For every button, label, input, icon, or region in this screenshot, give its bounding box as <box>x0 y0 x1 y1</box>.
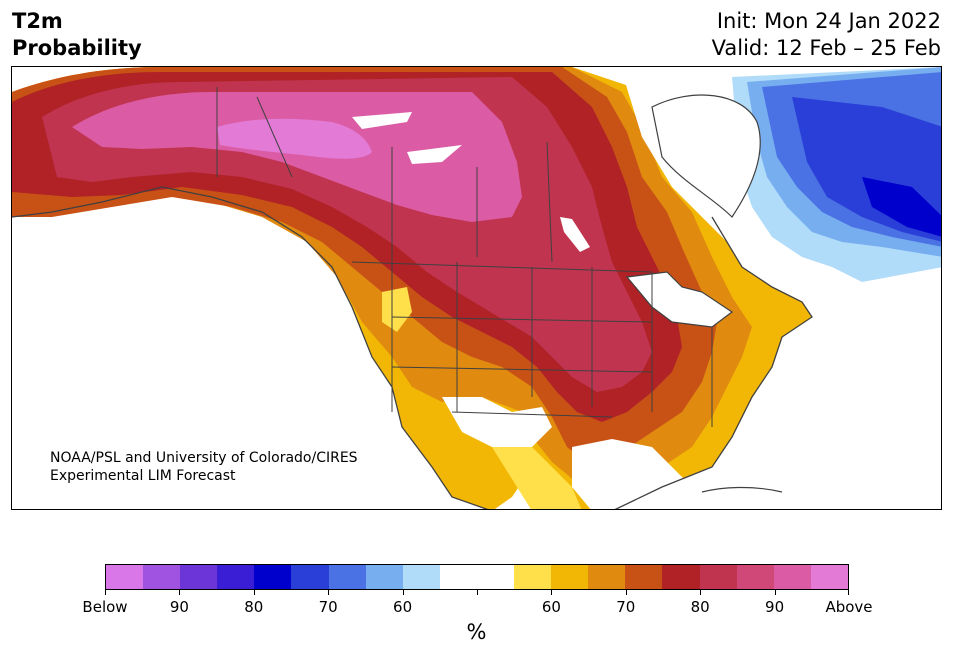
colorbar-segment <box>736 565 774 589</box>
colorbar-tick-label: 80 <box>690 598 710 616</box>
credit-line-1: NOAA/PSL and University of Colorado/CIRE… <box>50 450 358 466</box>
colorbar-tick-labels: Below 90 80 70 60 60 70 80 90 Above <box>82 598 872 618</box>
colorbar-segment <box>625 565 663 589</box>
colorbar-tick <box>700 590 702 595</box>
colorbar-segment <box>291 565 329 589</box>
colorbar-unit: % <box>466 620 487 644</box>
colorbar-segment <box>810 565 848 589</box>
lake-winnipeg <box>560 217 590 252</box>
init-date: Init: Mon 24 Jan 2022 <box>716 9 941 33</box>
colorbar-tick <box>402 590 404 595</box>
colorbar-tick <box>774 590 776 595</box>
colorbar-tick-label: 90 <box>169 598 189 616</box>
region-above-90 <box>72 92 522 222</box>
title-line-2: Probability <box>12 36 142 60</box>
colorbar-segment <box>402 565 440 589</box>
region-below-80 <box>862 177 941 237</box>
coastline <box>12 186 813 509</box>
colorbar-tick <box>625 590 627 595</box>
colorbar-segment <box>143 565 181 589</box>
colorbar-tick <box>848 590 849 595</box>
forecast-dates: Init: Mon 24 Jan 2022 Valid: 12 Feb – 25… <box>712 8 941 62</box>
colorbar-segment <box>180 565 218 589</box>
colorbar-segment <box>551 565 589 589</box>
colorbar-segment <box>773 565 811 589</box>
colorbar-tick-label: 70 <box>318 598 338 616</box>
colorbar-segment <box>588 565 626 589</box>
gulf-of-mexico <box>572 439 702 509</box>
colorbar-segment <box>106 565 144 589</box>
forecast-map <box>11 66 942 510</box>
colorbar-segment <box>476 565 515 589</box>
region-near-normal-mexico <box>442 397 552 447</box>
credit-text: NOAA/PSL and University of Colorado/CIRE… <box>50 449 358 485</box>
hudson-bay <box>651 94 761 218</box>
probability-colorbar <box>105 564 849 590</box>
colorbar-ticks <box>105 590 849 596</box>
colorbar-tick-label: Above <box>825 598 873 616</box>
colorbar-segment <box>217 565 255 589</box>
map-canvas <box>12 67 941 509</box>
map-title: T2m Probability <box>12 8 142 62</box>
colorbar-segment <box>365 565 403 589</box>
credit-line-2: Experimental LIM Forecast <box>50 468 236 484</box>
colorbar-tick-label: Below <box>82 598 128 616</box>
colorbar-segment <box>514 565 552 589</box>
colorbar-tick <box>328 590 330 595</box>
colorbar-segment <box>662 565 700 589</box>
colorbar-tick-label: 80 <box>244 598 264 616</box>
caribbean-islands <box>701 486 783 493</box>
colorbar-tick-label: 60 <box>393 598 413 616</box>
colorbar-segment <box>699 565 737 589</box>
colorbar-tick-label: 60 <box>541 598 561 616</box>
colorbar-tick-label: 90 <box>765 598 785 616</box>
region-above-55-mexico <box>492 447 582 509</box>
valid-range: Valid: 12 Feb – 25 Feb <box>711 36 941 60</box>
colorbar-tick-label: 70 <box>616 598 636 616</box>
colorbar-segment <box>254 565 292 589</box>
region-above-55-southwest <box>382 287 412 332</box>
colorbar-tick <box>477 590 478 595</box>
colorbar-tick <box>253 590 255 595</box>
great-bear-lake-area <box>407 145 462 164</box>
great-lakes <box>625 271 734 328</box>
colorbar-tick <box>179 590 181 595</box>
region-above-max <box>217 118 372 159</box>
colorbar-segment <box>439 565 477 589</box>
colorbar-tick <box>105 590 106 595</box>
great-slave-lake <box>352 112 412 129</box>
colorbar-segment <box>328 565 366 589</box>
colorbar-tick <box>551 590 553 595</box>
title-line-1: T2m <box>12 9 63 33</box>
